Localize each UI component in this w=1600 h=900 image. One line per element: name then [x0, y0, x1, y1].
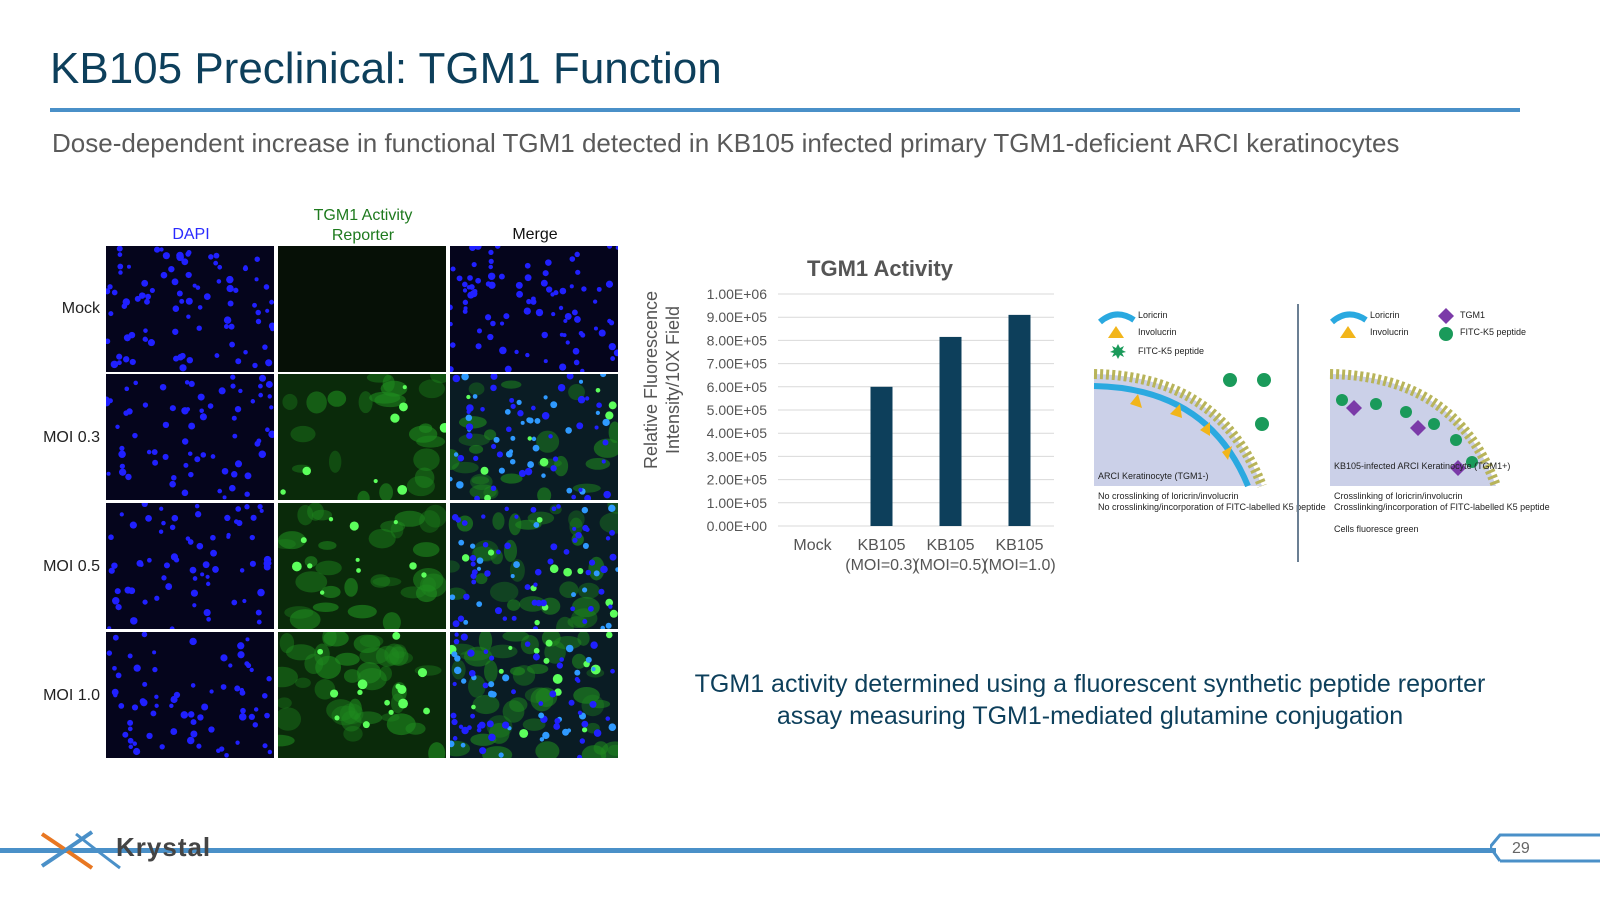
- row-label-moi-03: MOI 0.3: [43, 429, 100, 446]
- x-tick-label: Mock: [793, 537, 832, 554]
- y-tick-label: 1.00E+06: [707, 286, 768, 302]
- slide-title: KB105 Preclinical: TGM1 Function: [50, 44, 722, 93]
- micrograph-moi-05-reporter: [278, 503, 446, 629]
- page-number-tab: [1490, 833, 1600, 863]
- micrograph-mock-dapi: [106, 246, 274, 372]
- legend-right-fitc: FITC-K5 peptide: [1460, 327, 1526, 337]
- tgm1-activity-chart: 0.00E+00 1.00E+05 2.00E+05 3.00E+05 4.00E+05…: [707, 286, 1056, 574]
- y-tick-label: 9.00E+05: [707, 309, 768, 325]
- x-tick-label: KB105: [857, 537, 905, 554]
- krystal-logo: [40, 830, 121, 870]
- chart-title: TGM1 Activity: [807, 256, 953, 281]
- micrograph-moi-03-dapi: [106, 374, 274, 500]
- micrograph-moi-10-dapi: [106, 632, 274, 758]
- bar-1: [870, 386, 893, 526]
- micrograph-moi-05-merge: [450, 503, 618, 629]
- tgm1-icon: [1438, 308, 1454, 324]
- y-tick-label: 6.00E+05: [707, 379, 768, 395]
- column-header-dapi: DAPI: [172, 226, 210, 243]
- left-bullet-2: No crosslinking/incorporation of FITC-la…: [1098, 502, 1326, 512]
- y-tick-label: 7.00E+05: [707, 356, 768, 372]
- page-number: 29: [1512, 840, 1530, 857]
- y-tick-label: 1.00E+05: [707, 495, 768, 511]
- chart-y-axis-label: Relative Fluorescence Intensity/10X Fiel…: [641, 290, 683, 470]
- legend-left-involucrin: Involucrin: [1138, 327, 1177, 337]
- schematic-right-panel: Loricrin Involucrin TGM1 FITC-K5 peptide…: [1329, 308, 1550, 534]
- micrograph-moi-03-merge: [450, 374, 618, 500]
- y-tick-label: 3.00E+05: [707, 448, 768, 464]
- y-tick-label: 0.00E+00: [707, 518, 768, 534]
- x-tick-label: (MOI=1.0): [983, 557, 1055, 574]
- micrograph-mock-reporter: [278, 246, 446, 372]
- left-cell-label: ARCI Keratinocyte (TGM1-): [1098, 471, 1209, 481]
- left-bullet-1: No crosslinking of loricrin/involucrin: [1098, 491, 1239, 501]
- free-peptide-icons: [1223, 373, 1271, 431]
- y-tick-label: 5.00E+05: [707, 402, 768, 418]
- bar-3: [1008, 314, 1031, 526]
- schematic-left-panel: Loricrin Involucrin FITC-K5 peptide ARCI…: [1093, 310, 1326, 512]
- row-label-moi-10: MOI 1.0: [43, 687, 100, 704]
- x-tick-label: KB105: [995, 537, 1043, 554]
- slide-subtitle: Dose-dependent increase in functional TG…: [52, 128, 1400, 158]
- loricrin-icon: [1098, 311, 1136, 325]
- title-divider: [50, 108, 1520, 112]
- x-tick-label: (MOI=0.5): [914, 557, 986, 574]
- column-header-reporter: TGM1 Activity Reporter: [313, 207, 413, 244]
- bar-2: [939, 336, 962, 526]
- legend-left-fitc: FITC-K5 peptide: [1138, 346, 1204, 356]
- column-header-merge: Merge: [512, 226, 558, 243]
- y-tick-label: 8.00E+05: [707, 332, 768, 348]
- logo-text: Krystal: [116, 832, 212, 862]
- y-tick-label: 4.00E+05: [707, 425, 768, 441]
- x-tick-label: (MOI=0.3): [845, 557, 917, 574]
- y-tick-label: 2.00E+05: [707, 472, 768, 488]
- legend-left-loricrin: Loricrin: [1138, 310, 1168, 320]
- row-label-moi-05: MOI 0.5: [43, 558, 100, 575]
- right-bullet-1: Crosslinking of loricrin/involucrin: [1334, 491, 1463, 501]
- micrograph-mock-merge: [450, 246, 618, 372]
- legend-right-involucrin: Involucrin: [1370, 327, 1409, 337]
- legend-right-loricrin: Loricrin: [1370, 310, 1400, 320]
- fitc-k5-peptide-icon: [1110, 344, 1126, 359]
- involucrin-icon: [1108, 326, 1124, 338]
- row-label-mock: Mock: [61, 300, 100, 317]
- figure-caption: TGM1 activity determined using a fluores…: [694, 670, 1486, 730]
- tgm1-mechanism-schematic: Loricrin Involucrin FITC-K5 peptide ARCI…: [1093, 304, 1550, 562]
- right-cell-label: KB105-infected ARCI Keratinocyte (TGM1+): [1334, 461, 1510, 471]
- right-bullet-2: Crosslinking/incorporation of FITC-label…: [1334, 502, 1550, 512]
- micrograph-moi-05-dapi: [106, 503, 274, 629]
- legend-right-tgm1: TGM1: [1460, 310, 1485, 320]
- micrograph-moi-03-reporter: [278, 374, 446, 500]
- micrograph-moi-10-reporter: [278, 632, 446, 758]
- x-tick-label: KB105: [926, 537, 974, 554]
- right-bullet-3: Cells fluoresce green: [1334, 524, 1419, 534]
- micrograph-moi-10-merge: [450, 632, 618, 758]
- footer-rule: [0, 848, 1496, 853]
